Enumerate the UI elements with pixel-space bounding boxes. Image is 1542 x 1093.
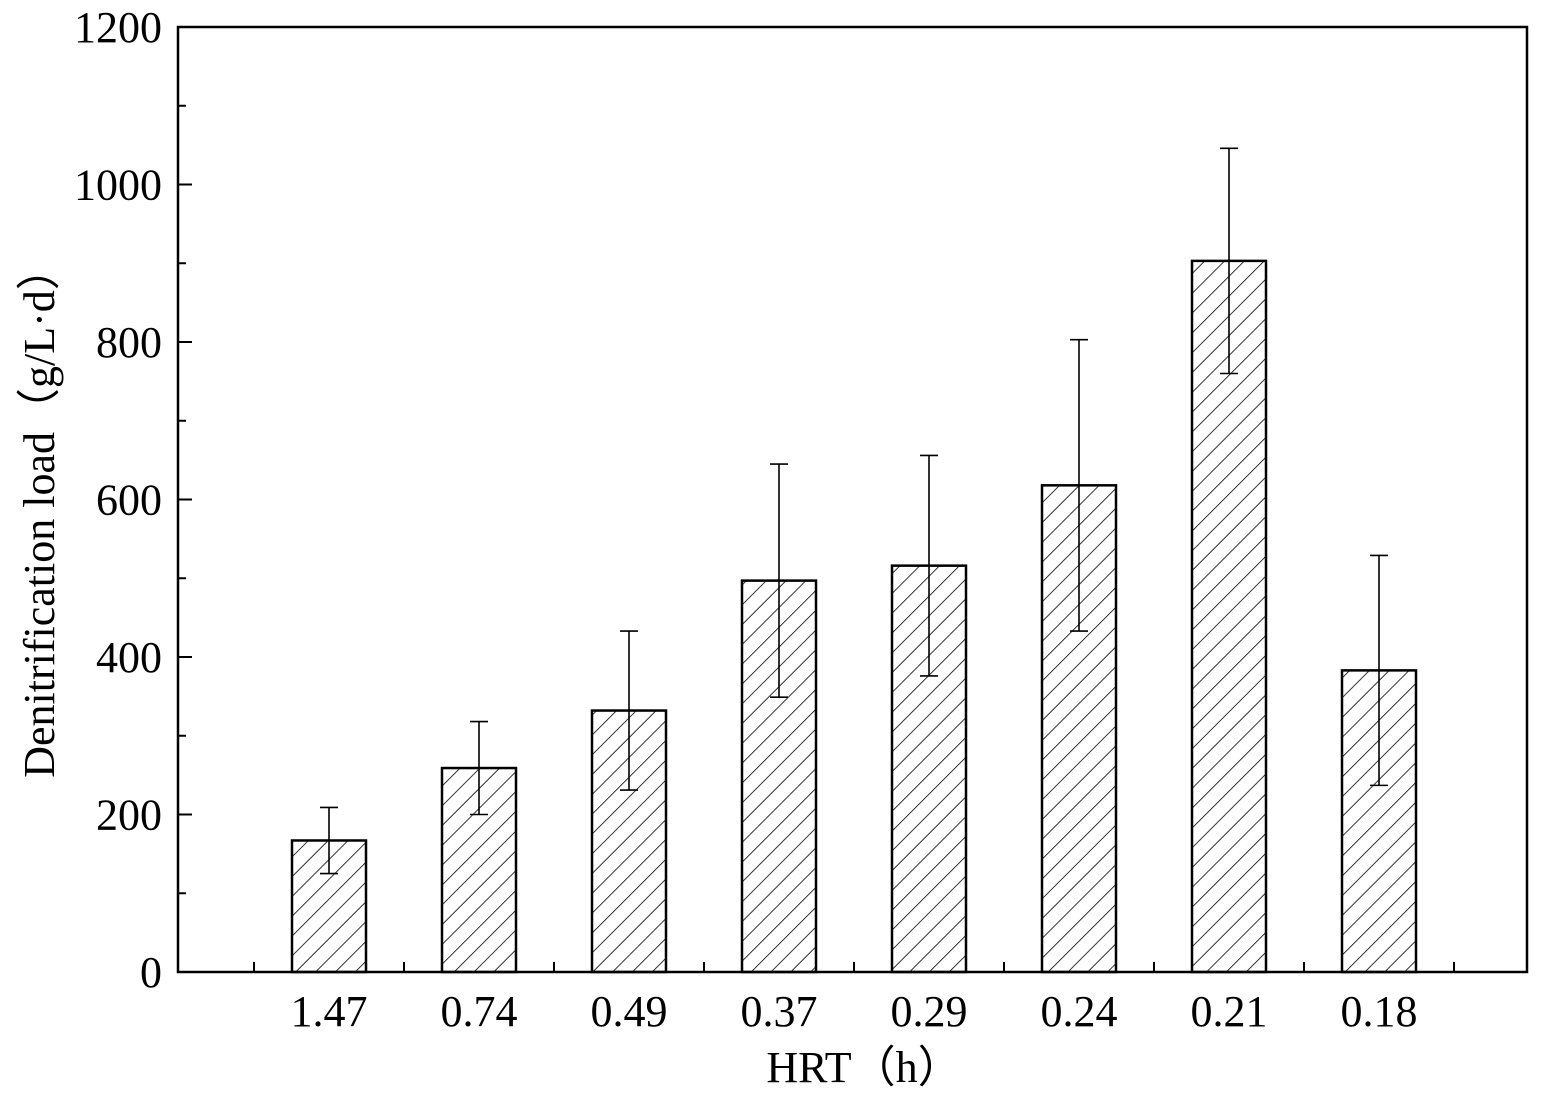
x-tick-label: 0.24 — [1041, 987, 1118, 1036]
y-tick-label: 1000 — [74, 161, 162, 210]
errorbars-layer — [320, 147, 1388, 875]
y-tick-label: 0 — [140, 948, 162, 997]
bars-layer — [290, 259, 1418, 974]
y-tick-label: 600 — [96, 476, 162, 525]
y-tick-label: 1200 — [74, 3, 162, 52]
labels-layer: HRT（h） Denitrification load（g/L·d） — [15, 246, 962, 1092]
y-axis-title: Denitrification load（g/L·d） — [15, 246, 64, 778]
x-tick-label: 0.74 — [441, 987, 518, 1036]
x-tick-label: 0.49 — [591, 987, 668, 1036]
x-axis-title: HRT（h） — [766, 1043, 961, 1092]
x-tick-label: 0.21 — [1191, 987, 1268, 1036]
x-tick-label: 0.37 — [741, 987, 818, 1036]
x-tick-label: 0.18 — [1341, 987, 1418, 1036]
x-tick-label: 1.47 — [291, 987, 368, 1036]
y-tick-label: 400 — [96, 633, 162, 682]
plot-frame — [176, 25, 1529, 974]
x-tick-label: 0.29 — [891, 987, 968, 1036]
y-tick-label: 200 — [96, 791, 162, 840]
axes-layer: 0 200 400 600 800 1000 1200 1.47 0.74 0.49 0.37 0.2… — [74, 3, 1529, 1036]
y-tick-label: 800 — [96, 318, 162, 367]
bar — [740, 579, 818, 974]
